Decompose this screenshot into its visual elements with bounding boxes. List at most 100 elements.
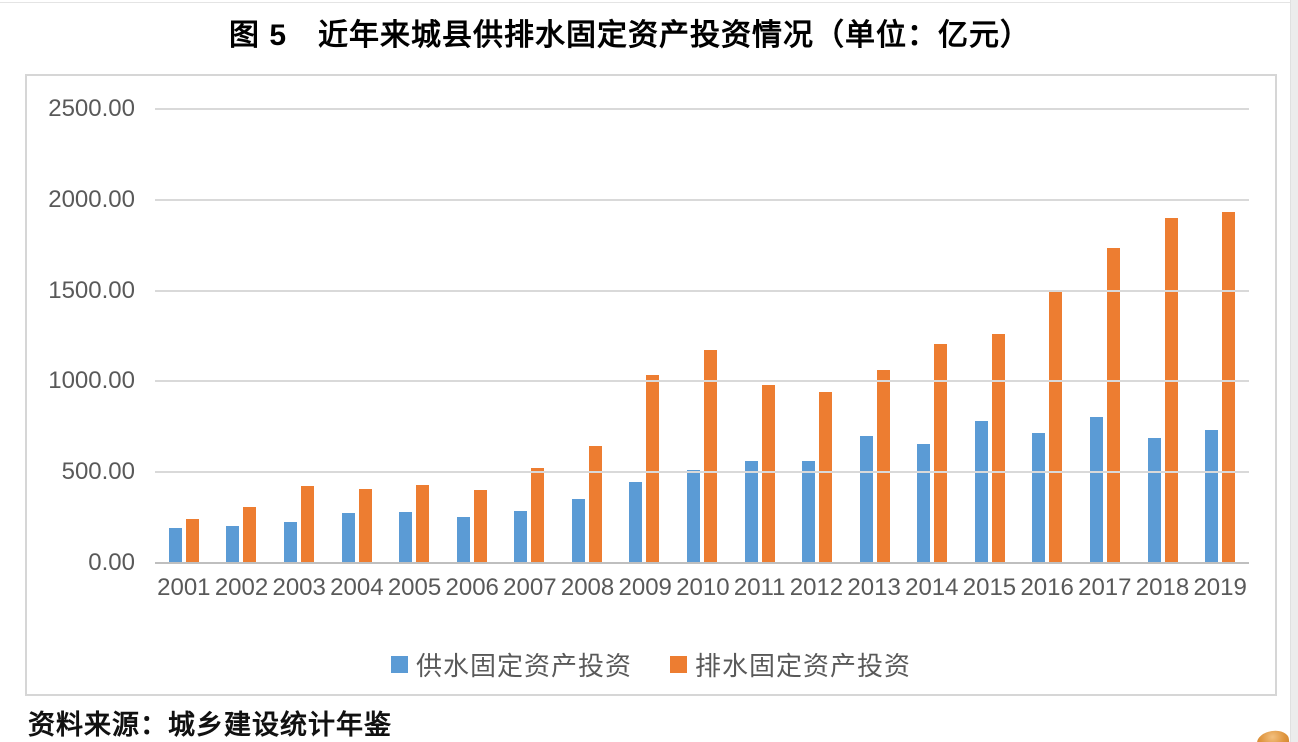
y-tick-500: 500.00 [61, 458, 135, 486]
bar-drainage-2001 [185, 518, 199, 562]
y-tick-1500: 1500.00 [48, 276, 135, 304]
y-axis-tick-labels: 0.00 500.00 1000.00 1500.00 2000.00 2500.00 [35, 95, 135, 576]
x-tick-2017: 2017 [1078, 574, 1132, 601]
bar-drainage-2003 [300, 486, 314, 562]
bar-group-2013 [859, 108, 890, 562]
x-tick-2001: 2001 [157, 574, 211, 601]
x-tick-2013: 2013 [847, 574, 901, 601]
bar-supply-2010 [686, 469, 700, 562]
bar-drainage-2004 [358, 489, 372, 562]
bar-supply-2001 [168, 527, 182, 562]
plot-area [155, 108, 1249, 564]
y-tick-2500: 2500.00 [48, 95, 135, 122]
x-tick-2009: 2009 [618, 574, 672, 601]
bar-drainage-2011 [761, 385, 775, 562]
bar-drainage-2006 [473, 489, 487, 562]
bar-group-2012 [802, 108, 833, 562]
bar-supply-2004 [341, 513, 355, 562]
gridline-2000 [155, 198, 1249, 201]
bar-group-2011 [744, 108, 775, 562]
bar-drainage-2017 [1107, 248, 1121, 562]
bar-drainage-2009 [646, 374, 660, 562]
bar-group-2007 [514, 108, 545, 562]
legend: 供水固定资产投资 排水固定资产投资 [27, 646, 1275, 683]
bar-drainage-2018 [1164, 218, 1178, 562]
y-tick-1000: 1000.00 [48, 367, 135, 395]
bar-supply-2016 [1032, 433, 1046, 562]
page-right-edge [1290, 0, 1298, 742]
bar-group-2008 [571, 108, 602, 562]
x-tick-2008: 2008 [560, 574, 615, 601]
x-tick-2015: 2015 [962, 574, 1017, 601]
chart-title: 图 5 近年来城县供排水固定资产投资情况（单位：亿元） [229, 19, 1032, 52]
x-tick-2006: 2006 [445, 574, 499, 601]
bar-supply-2009 [629, 481, 643, 562]
partial-corner-logo [1255, 729, 1291, 742]
bar-supply-2007 [514, 511, 528, 562]
bar-supply-2012 [802, 461, 816, 562]
bar-series-container [155, 108, 1249, 562]
bar-drainage-2005 [416, 484, 430, 562]
x-tick-2004: 2004 [330, 574, 384, 601]
bar-group-2014 [917, 108, 948, 562]
bar-group-2003 [283, 108, 314, 562]
legend-swatch-drainage-icon [670, 656, 687, 673]
bar-supply-2015 [974, 420, 988, 562]
x-tick-2005: 2005 [387, 574, 442, 601]
bar-supply-2003 [283, 522, 297, 562]
chart-area: 0.00 500.00 1000.00 1500.00 2000.00 2500.00 2… [25, 74, 1277, 696]
bar-drainage-2008 [588, 446, 602, 562]
bar-drainage-2013 [876, 369, 890, 562]
bar-group-2005 [399, 108, 430, 562]
bar-group-2004 [341, 108, 372, 562]
bar-drainage-2019 [1222, 212, 1236, 562]
legend-swatch-supply-icon [390, 656, 408, 673]
bar-group-2006 [456, 108, 487, 562]
bar-supply-2002 [226, 526, 240, 562]
bar-drainage-2007 [531, 468, 545, 562]
bar-group-2010 [686, 108, 717, 562]
legend-item-drainage: 排水固定资产投资 [670, 646, 911, 683]
x-axis-tick-labels: 2001 2002 2003 2004 2005 2006 2007 2008 2009 2010… [155, 573, 1249, 603]
bar-drainage-2015 [991, 334, 1005, 562]
x-tick-2003: 2003 [272, 574, 326, 601]
bar-group-2018 [1147, 108, 1178, 562]
x-tick-2019: 2019 [1193, 574, 1247, 601]
gridline-500 [155, 471, 1249, 474]
x-tick-2011: 2011 [733, 574, 786, 601]
bar-drainage-2002 [243, 507, 257, 562]
bar-group-2001 [168, 108, 199, 562]
bar-supply-2011 [744, 460, 758, 562]
bar-supply-2013 [859, 435, 873, 562]
bar-drainage-2010 [703, 349, 717, 562]
x-tick-2016: 2016 [1020, 574, 1074, 601]
bar-supply-2017 [1090, 416, 1104, 562]
x-tick-2010: 2010 [676, 574, 730, 601]
gridline-2500 [155, 108, 1249, 110]
bar-supply-2005 [399, 511, 413, 562]
x-tick-2007: 2007 [503, 574, 557, 601]
bar-group-2009 [629, 108, 660, 562]
legend-label-supply: 供水固定资产投资 [415, 651, 632, 681]
x-tick-2018: 2018 [1135, 574, 1190, 601]
gridline-1000 [155, 380, 1249, 383]
x-tick-2002: 2002 [214, 574, 269, 601]
legend-item-supply: 供水固定资产投资 [390, 646, 632, 683]
bar-drainage-2012 [819, 392, 833, 562]
bar-drainage-2016 [1049, 292, 1063, 562]
page-top-border [0, 2, 1291, 3]
bar-drainage-2014 [934, 343, 948, 562]
bar-group-2016 [1032, 108, 1063, 562]
legend-label-drainage: 排水固定资产投资 [695, 651, 912, 681]
bar-group-2015 [974, 108, 1005, 562]
y-tick-0: 0.00 [88, 549, 135, 576]
source-note: 资料来源：城乡建设统计年鉴 [28, 710, 392, 741]
x-axis-line [155, 562, 1249, 564]
x-tick-2014: 2014 [905, 574, 959, 601]
bar-supply-2018 [1147, 437, 1161, 562]
gridline-1500 [155, 289, 1249, 292]
x-tick-2012: 2012 [789, 574, 844, 601]
bar-supply-2014 [917, 443, 931, 562]
bar-supply-2008 [571, 499, 585, 562]
